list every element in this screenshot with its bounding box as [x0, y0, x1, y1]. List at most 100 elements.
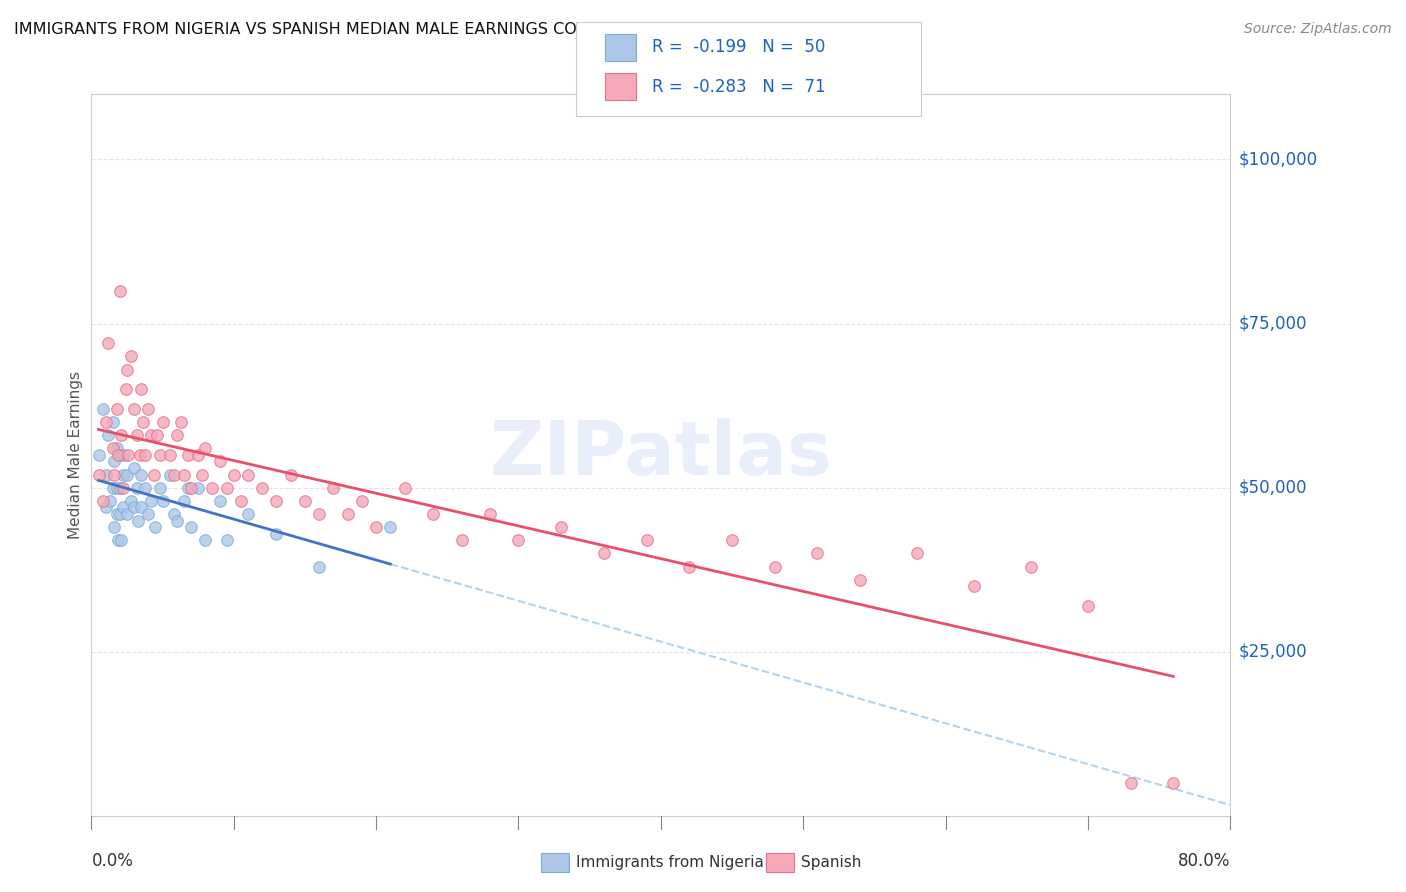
Point — [229, 494, 252, 508]
Text: $75,000: $75,000 — [1239, 315, 1308, 333]
Point — [122, 500, 145, 515]
Text: ZIPatlas: ZIPatlas — [489, 418, 832, 491]
Point — [166, 428, 188, 442]
Point — [138, 507, 160, 521]
Point — [763, 559, 786, 574]
Text: $50,000: $50,000 — [1239, 479, 1308, 497]
Text: IMMIGRANTS FROM NIGERIA VS SPANISH MEDIAN MALE EARNINGS CORRELATION CHART: IMMIGRANTS FROM NIGERIA VS SPANISH MEDIA… — [14, 22, 727, 37]
Point — [806, 546, 828, 560]
Point — [163, 507, 186, 521]
Point — [105, 507, 128, 521]
Point — [266, 526, 288, 541]
Point — [450, 533, 472, 548]
Point — [111, 481, 134, 495]
Point — [1161, 776, 1184, 790]
Point — [115, 467, 138, 482]
Point — [180, 481, 202, 495]
Point — [115, 507, 138, 521]
Point — [131, 415, 153, 429]
Point — [129, 467, 152, 482]
Point — [721, 533, 744, 548]
Point — [127, 514, 149, 528]
Point — [236, 467, 259, 482]
Point — [105, 442, 128, 456]
Point — [166, 514, 188, 528]
Point — [143, 467, 166, 482]
Point — [103, 467, 125, 482]
Point — [97, 428, 120, 442]
Point — [141, 494, 163, 508]
Point — [115, 362, 138, 376]
Point — [163, 467, 186, 482]
Point — [107, 448, 129, 462]
Point — [125, 481, 148, 495]
Text: 80.0%: 80.0% — [1178, 853, 1230, 871]
Point — [308, 559, 330, 574]
Point — [87, 467, 110, 482]
Point — [108, 507, 131, 521]
Point — [122, 461, 145, 475]
Point — [111, 467, 134, 482]
Point — [159, 448, 181, 462]
Point — [963, 579, 986, 593]
Point — [177, 448, 200, 462]
Point — [173, 494, 195, 508]
Point — [125, 428, 148, 442]
Point — [364, 520, 387, 534]
Point — [478, 507, 502, 521]
Point — [380, 520, 402, 534]
Point — [146, 428, 169, 442]
Point — [114, 382, 136, 396]
Point — [120, 350, 142, 364]
Point — [94, 500, 117, 515]
Point — [308, 507, 330, 521]
Point — [103, 520, 125, 534]
Point — [550, 520, 572, 534]
Point — [250, 481, 273, 495]
Point — [101, 481, 124, 495]
Point — [173, 467, 195, 482]
Point — [201, 481, 224, 495]
Point — [101, 415, 124, 429]
Point — [170, 415, 193, 429]
Point — [91, 401, 114, 416]
Point — [120, 494, 142, 508]
Point — [145, 520, 167, 534]
Text: 0.0%: 0.0% — [91, 853, 134, 871]
Point — [280, 467, 302, 482]
Point — [149, 481, 172, 495]
Point — [222, 467, 245, 482]
Point — [508, 533, 530, 548]
Point — [159, 467, 181, 482]
Point — [128, 448, 150, 462]
Y-axis label: Median Male Earnings: Median Male Earnings — [67, 371, 83, 539]
Text: Source: ZipAtlas.com: Source: ZipAtlas.com — [1244, 22, 1392, 37]
Point — [194, 533, 217, 548]
Point — [141, 428, 163, 442]
Point — [91, 494, 114, 508]
Point — [187, 481, 209, 495]
Point — [215, 481, 238, 495]
Point — [394, 481, 416, 495]
Point — [138, 401, 160, 416]
Point — [187, 448, 209, 462]
Point — [94, 415, 117, 429]
Point — [1077, 599, 1099, 613]
Point — [678, 559, 700, 574]
Point — [849, 573, 872, 587]
Text: Spanish: Spanish — [801, 855, 862, 870]
Text: R =  -0.199   N =  50: R = -0.199 N = 50 — [652, 38, 825, 56]
Point — [107, 533, 129, 548]
Point — [129, 382, 152, 396]
Point — [905, 546, 928, 560]
Point — [152, 415, 174, 429]
Point — [87, 448, 110, 462]
Point — [110, 533, 132, 548]
Point — [180, 520, 202, 534]
Point — [112, 448, 135, 462]
Point — [177, 481, 200, 495]
Point — [422, 507, 444, 521]
Point — [134, 481, 156, 495]
Point — [108, 481, 131, 495]
Point — [108, 284, 131, 298]
